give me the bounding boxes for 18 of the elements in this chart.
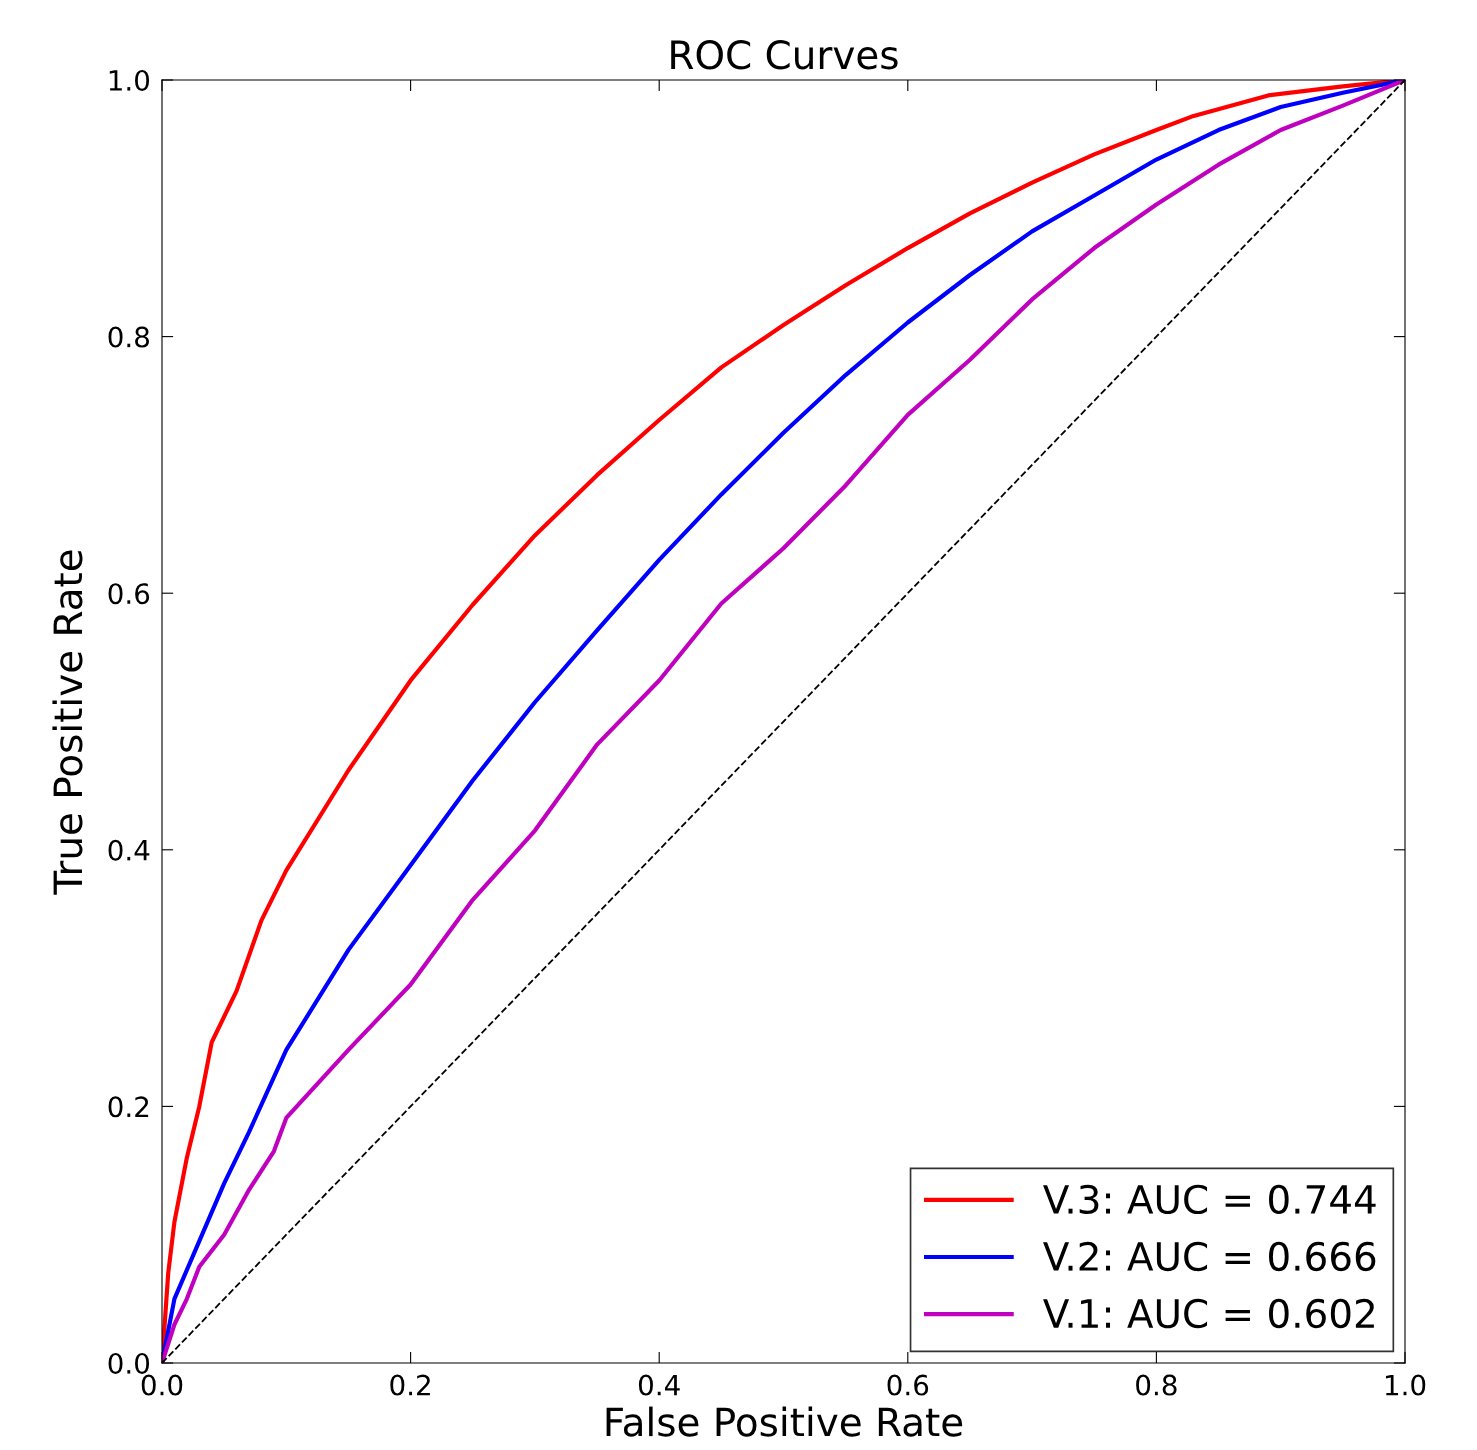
x-tick-label: 0.6	[887, 1374, 929, 1396]
y-tick-label: 0.6	[108, 583, 150, 605]
y-tick-label: 0.0	[108, 1352, 150, 1374]
chart-title: ROC Curves	[671, 40, 898, 70]
x-tick-label: 0.2	[390, 1374, 430, 1396]
x-tick-label: 0.8	[1136, 1374, 1177, 1396]
legend-label: V.3: AUC = 0.744	[1043, 1184, 1376, 1215]
y-tick-label: 1.0	[109, 69, 150, 91]
x-tick-label: 0.0	[141, 1374, 183, 1396]
x-axis-title: False Positive Rate	[606, 1406, 963, 1437]
y-tick-label: 0.4	[108, 839, 150, 861]
legend-label: V.1: AUC = 0.602	[1043, 1298, 1374, 1329]
y-tick-label: 0.2	[108, 1096, 149, 1118]
legend-label: V.2: AUC = 0.666	[1043, 1241, 1376, 1272]
y-axis-title: True Positive Rate	[52, 550, 83, 895]
x-tick-label: 1.0	[1385, 1374, 1426, 1396]
y-tick-label: 0.8	[108, 326, 149, 348]
x-tick-label: 0.4	[638, 1374, 680, 1396]
